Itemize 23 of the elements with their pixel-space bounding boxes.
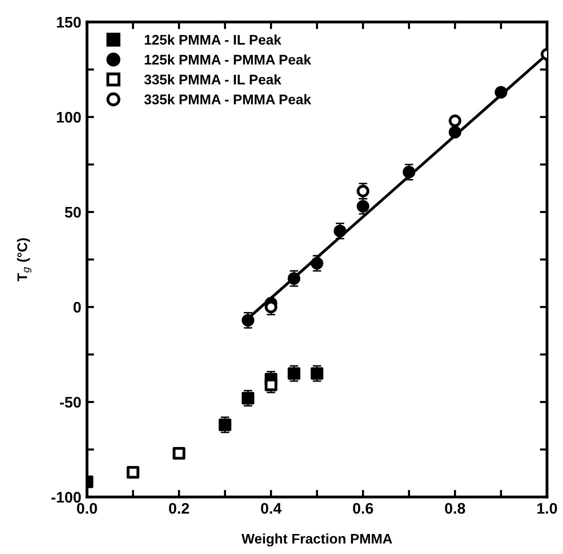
point (448, 114, 462, 128)
x-axis-title: Weight Fraction PMMA (242, 533, 392, 546)
legend-label: 335k PMMA - PMMA Peak (144, 94, 312, 104)
legend-label: 125k PMMA - PMMA Peak (144, 54, 312, 65)
x-tick-label: 0.8 (444, 502, 466, 514)
x-tick-label: 0.6 (352, 502, 374, 514)
point (448, 126, 462, 138)
x-tick-label: 1.0 (537, 502, 557, 514)
y-tick-label: 50 (64, 206, 81, 218)
x-tick-label: 0.0 (76, 502, 97, 514)
legend-label: 125k PMMA - IL Peak (144, 34, 282, 45)
point (126, 466, 140, 479)
y-tick-label: -100 (51, 492, 81, 503)
point (172, 447, 186, 460)
x-tick-label: 0.2 (168, 502, 190, 514)
y-tick-label: 150 (56, 16, 81, 28)
y-axis-title: T$_{g}$ (°C) (16, 238, 32, 282)
x-tick-label: 0.4 (260, 502, 282, 514)
legend-label: 335k PMMA - IL Peak (144, 74, 282, 85)
y-tick-label: 0 (74, 302, 81, 313)
y-tick-label: 100 (56, 112, 81, 123)
point (494, 86, 508, 99)
y-tick-label: -50 (60, 396, 81, 408)
